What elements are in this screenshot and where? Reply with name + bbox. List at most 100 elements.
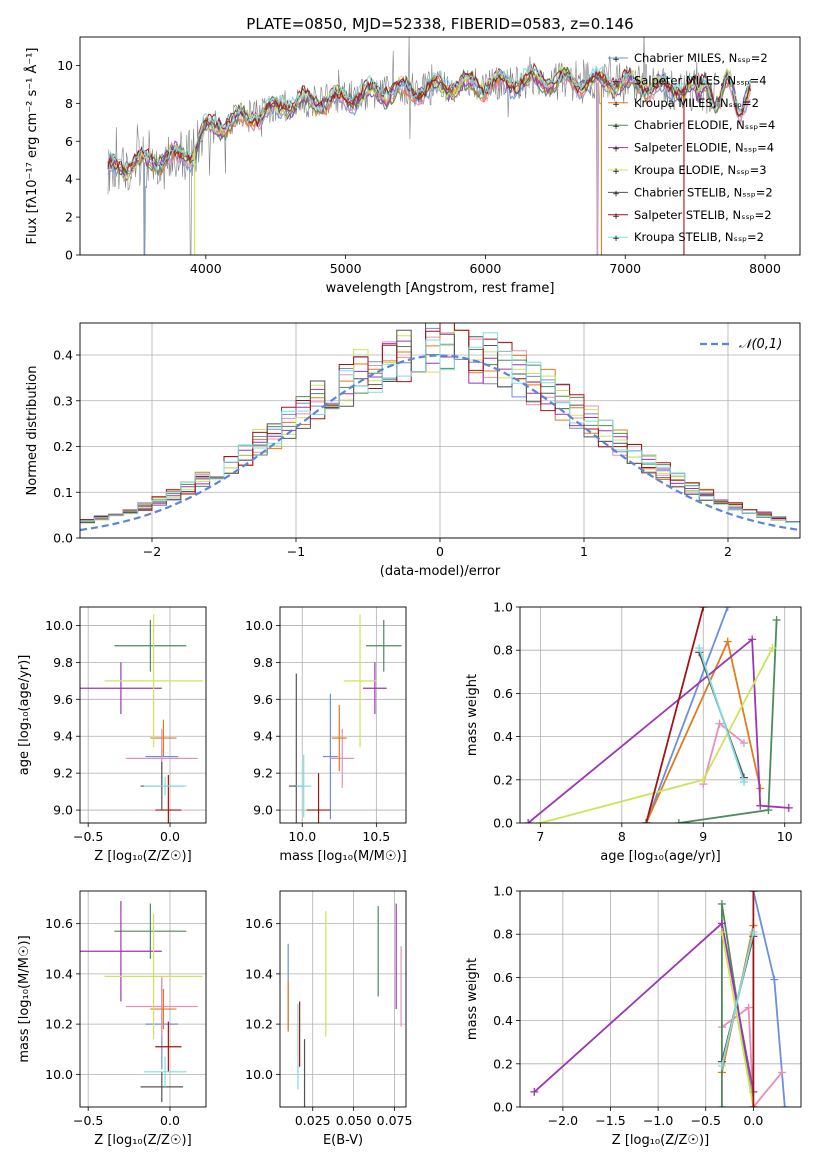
age-vs-Z-plot-area xyxy=(80,614,203,823)
weight-vs-Z-ytick-label-0: 0.0 xyxy=(493,1100,513,1115)
age-vs-Z-xtick-label-0: −0.5 xyxy=(73,829,103,844)
weight-vs-age-xtick-label-1: 8 xyxy=(618,829,626,844)
mass-vs-Z-panel: −0.5 0.0 10.0 10.2 10.4 10.6 Z [log₁₀(Z/Z☉)] ma… xyxy=(17,890,207,1148)
weight-vs-age-xlabel: age [log₁₀(age/yr)] xyxy=(600,849,721,864)
residuals-ylabel: Normed distribution xyxy=(25,366,40,496)
age-vs-Z-ytick-label-0: 9.0 xyxy=(53,803,73,818)
spectrum-plot-area xyxy=(107,37,752,255)
age-vs-Z-xlabel: Z [log₁₀(Z/Z☉)] xyxy=(94,849,191,864)
weight-vs-Z-ylabel: mass weight xyxy=(465,958,480,1040)
weight-vs-age-marker-4-3 xyxy=(784,803,793,812)
mass-vs-EBV-xtick-label-2: 0.075 xyxy=(377,1113,413,1128)
residuals-panel: −2 −1 0 1 2 0.0 0.1 0.2 0.3 0.4 (data-model)/error… xyxy=(25,322,801,579)
age-vs-Z-xtick-label-1: 0.0 xyxy=(160,829,180,844)
age-vs-mass-plot-area xyxy=(288,614,402,823)
weight-vs-age-panel: 7 8 9 10 0.0 0.2 0.4 0.6 0.8 1.0 age [log₁₀(age/yr… xyxy=(465,600,802,864)
weight-vs-Z-ytick-label-5: 1.0 xyxy=(493,884,513,899)
weight-vs-age-marker-4-2 xyxy=(756,801,765,810)
mass-vs-EBV-xtick-label-0: 0.025 xyxy=(295,1113,331,1128)
weight-vs-age-marker-8-1 xyxy=(739,777,748,786)
spectrum-model-line-8 xyxy=(107,65,751,172)
spectrum-legend-label-1: Salpeter MILES, Nₛₛₚ=4 xyxy=(634,73,767,87)
spectrum-model-line-7 xyxy=(107,62,752,171)
spectrum-legend-label-8: Kroupa STELIB, Nₛₛₚ=2 xyxy=(634,230,764,244)
age-vs-Z-ytick-label-1: 9.2 xyxy=(53,766,73,781)
weight-vs-Z-marker-7-0 xyxy=(749,1103,758,1107)
weight-vs-Z-xtick-label-1: −1.5 xyxy=(595,1113,625,1128)
mass-vs-Z-ytick-label-0: 10.0 xyxy=(45,1067,73,1082)
residuals-xtick-label-3: 1 xyxy=(580,544,588,559)
age-vs-mass-ytick-label-4: 9.8 xyxy=(253,655,273,670)
residuals-ytick-label-1: 0.1 xyxy=(53,485,73,500)
spectrum-legend-label-5: Kroupa ELODIE, Nₛₛₚ=3 xyxy=(634,163,767,177)
age-vs-mass-xtick-label-0: 10.0 xyxy=(288,829,316,844)
weight-vs-age-marker-8-0 xyxy=(695,644,704,653)
weight-vs-Z-plot-area xyxy=(530,891,789,1107)
spectrum-xtick-label-3: 7000 xyxy=(609,261,641,276)
residuals-xtick-label-1: −1 xyxy=(287,544,305,559)
residuals-ytick-label-4: 0.4 xyxy=(53,348,73,363)
weight-vs-age-marker-4-0 xyxy=(524,819,533,823)
weight-vs-age-marker-2-1 xyxy=(723,637,732,646)
figure-title: PLATE=0850, MJD=52338, FIBERID=0583, z=0… xyxy=(246,15,633,33)
spectrum-legend: + Chabrier MILES, Nₛₛₚ=2 + Salpeter MILES, … xyxy=(608,51,775,244)
weight-vs-Z-marker-7-1 xyxy=(749,891,758,895)
age-vs-Z-ytick-label-5: 10.0 xyxy=(45,618,73,633)
weight-vs-Z-marker-3-0 xyxy=(717,1103,726,1107)
weight-vs-Z-marker-5-0 xyxy=(717,928,726,937)
age-vs-mass-ytick-label-1: 9.2 xyxy=(253,766,273,781)
weight-vs-Z-marker-3-1 xyxy=(717,899,726,908)
weight-vs-age-line-4 xyxy=(527,637,789,823)
residuals-ytick-label-0: 0.0 xyxy=(53,531,73,546)
residuals-ytick-label-3: 0.3 xyxy=(53,393,73,408)
weight-vs-age-marker-1-2 xyxy=(739,739,748,748)
spectrum-panel: 4000 5000 6000 7000 8000 0 2 4 6 8 10 wavelength [A… xyxy=(24,36,801,296)
spectrum-legend-marker-6: + xyxy=(612,189,620,199)
weight-vs-age-ytick-label-3: 0.6 xyxy=(493,686,513,701)
spectrum-legend-label-6: Chabrier STELIB, Nₛₛₚ=2 xyxy=(634,185,773,199)
mass-vs-Z-plot-area xyxy=(80,901,203,1102)
mass-vs-Z-xtick-label-1: 0.0 xyxy=(160,1113,180,1128)
weight-vs-age-ylabel: mass weight xyxy=(465,674,480,756)
spectrum-xtick-label-1: 5000 xyxy=(330,261,362,276)
weight-vs-age-ytick-label-5: 1.0 xyxy=(493,600,513,615)
residuals-histogram-8 xyxy=(80,332,800,526)
spectrum-legend-marker-1: + xyxy=(612,77,620,87)
spectrum-legend-label-3: Chabrier ELODIE, Nₛₛₚ=4 xyxy=(634,118,775,132)
spectrum-observed-line xyxy=(107,37,717,255)
weight-vs-Z-panel: −2.0 −1.5 −1.0 −0.5 0.0 0.0 0.2 0.4 0.6 0.8 1.0 Z [… xyxy=(465,884,802,1148)
residuals-xtick-label-4: 2 xyxy=(724,544,732,559)
weight-vs-age-marker-7-1 xyxy=(699,607,708,611)
mass-vs-EBV-ytick-label-2: 10.4 xyxy=(245,966,273,981)
spectrum-legend-label-2: Kroupa MILES, Nₛₛₚ=2 xyxy=(634,96,759,110)
weight-vs-Z-line-4 xyxy=(533,921,755,1093)
mass-vs-EBV-ytick-label-3: 10.6 xyxy=(245,916,273,931)
mass-vs-EBV-xtick-label-1: 0.050 xyxy=(336,1113,372,1128)
age-vs-mass-ytick-label-3: 9.6 xyxy=(253,692,273,707)
age-vs-Z-ytick-label-3: 9.6 xyxy=(53,692,73,707)
weight-vs-age-marker-4-1 xyxy=(748,635,757,644)
spectrum-ytick-label-4: 8 xyxy=(65,96,73,111)
weight-vs-age-ytick-label-2: 0.4 xyxy=(493,729,513,744)
weight-vs-age-marker-3-0 xyxy=(674,819,683,823)
residuals-axes-frame xyxy=(79,322,801,539)
weight-vs-age-marker-0-1 xyxy=(723,607,732,611)
weight-vs-Z-xtick-label-0: −2.0 xyxy=(548,1113,578,1128)
spectrum-xtick-label-4: 8000 xyxy=(749,261,781,276)
spectrum-legend-label-0: Chabrier MILES, Nₛₛₚ=2 xyxy=(634,51,768,65)
weight-vs-age-marker-3-1 xyxy=(764,806,773,815)
mass-vs-EBV-plot-area xyxy=(287,903,402,1107)
age-vs-Z-ylabel: age [log₁₀(age/yr)] xyxy=(17,655,32,776)
residuals-gaussian-curve xyxy=(80,354,800,532)
mass-vs-Z-ylabel: mass [log₁₀(M/M☉)] xyxy=(17,935,32,1062)
weight-vs-Z-ytick-label-4: 0.8 xyxy=(493,927,513,942)
spectrum-legend-marker-5: + xyxy=(612,167,620,177)
weight-vs-Z-line-8 xyxy=(721,931,755,1067)
age-vs-mass-ytick-label-5: 10.0 xyxy=(245,618,273,633)
weight-vs-age-ytick-label-4: 0.8 xyxy=(493,643,513,658)
age-vs-mass-axes-frame xyxy=(279,606,407,824)
age-vs-mass-panel: 10.0 10.5 9.0 9.2 9.4 9.6 9.8 10.0 mass [log₁₀(M… xyxy=(245,606,407,864)
age-vs-mass-ytick-label-0: 9.0 xyxy=(253,803,273,818)
